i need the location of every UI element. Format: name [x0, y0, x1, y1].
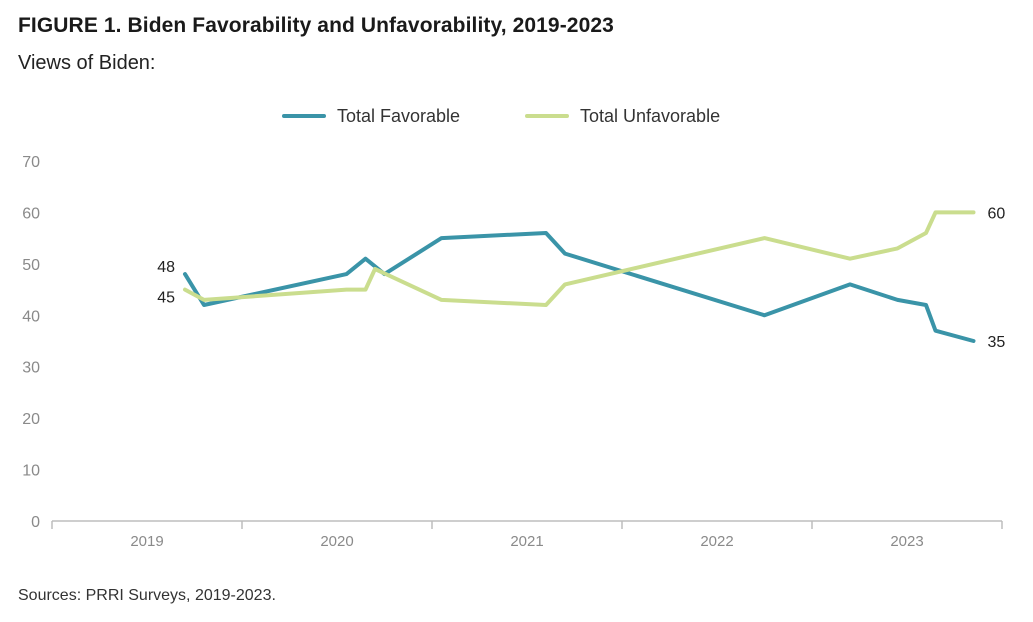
data-label-48: 48 — [157, 259, 175, 276]
chart-title: FIGURE 1. Biden Favorability and Unfavor… — [18, 14, 614, 37]
source-note: Sources: PRRI Surveys, 2019-2023. — [18, 587, 276, 604]
x-tick-label-2022: 2022 — [700, 533, 733, 550]
y-tick-label-10: 10 — [22, 463, 40, 480]
series-line-total-favorable — [183, 231, 976, 343]
x-tick-label-2019: 2019 — [130, 533, 163, 550]
legend-label-total-favorable: Total Favorable — [337, 106, 460, 126]
legend-label-total-unfavorable: Total Unfavorable — [580, 106, 720, 126]
y-axis: 0 10 20 30 40 50 60 70 — [22, 154, 40, 531]
series-group — [183, 210, 976, 343]
data-label-60: 60 — [988, 205, 1006, 222]
y-tick-label-40: 40 — [22, 308, 40, 325]
x-axis: 2019 2020 2021 2022 2023 — [51, 520, 1003, 550]
chart-subtitle: Views of Biden: — [18, 52, 156, 74]
y-tick-label-60: 60 — [22, 205, 40, 222]
y-tick-label-20: 20 — [22, 411, 40, 428]
y-tick-label-0: 0 — [31, 514, 40, 531]
y-tick-label-70: 70 — [22, 154, 40, 171]
x-tick-label-2021: 2021 — [510, 533, 543, 550]
y-tick-label-30: 30 — [22, 360, 40, 377]
x-tick-label-2020: 2020 — [320, 533, 353, 550]
data-label-45: 45 — [157, 290, 175, 307]
data-label-35: 35 — [988, 334, 1006, 351]
series-line-total-unfavorable — [183, 210, 976, 307]
y-tick-label-50: 50 — [22, 257, 40, 274]
chart-legend: Total Favorable Total Unfavorable — [282, 106, 720, 126]
x-tick-label-2023: 2023 — [890, 533, 923, 550]
data-labels: 48 45 60 35 — [157, 205, 1005, 351]
